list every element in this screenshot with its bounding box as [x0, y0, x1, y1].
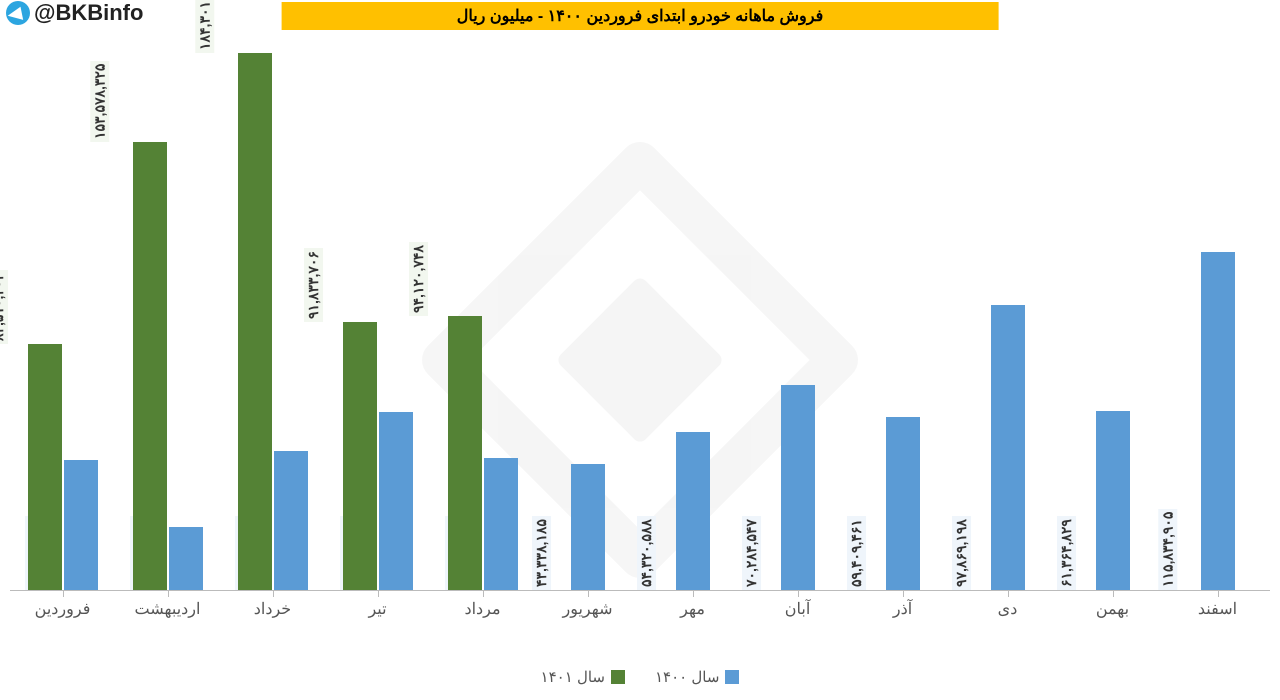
bar-1400: ۴۵,۱۱۶,۲۳۸ — [484, 36, 518, 590]
bar-1401: ۱۵۳,۵۷۸,۳۲۵ — [133, 142, 167, 590]
x-tick: اسفند — [1165, 591, 1270, 650]
bar-label: ۹۷,۸۶۹,۱۹۸ — [952, 516, 971, 590]
x-tick: خرداد — [220, 591, 325, 650]
x-tick: دی — [955, 591, 1060, 650]
chart-title: فروش ماهانه خودرو ابتدای فروردین ۱۴۰۰ - … — [282, 2, 999, 30]
month-group: ۲۱,۴۸۲,۵۷۳۱۵۳,۵۷۸,۳۲۵ — [115, 36, 220, 590]
month-group: ۹۷,۸۶۹,۱۹۸ — [955, 36, 1060, 590]
bar-1400: ۵۴,۳۲۰,۵۸۸ — [676, 36, 710, 590]
bar-1401: ۱۸۴,۳۰۱,۵۴۵ — [238, 53, 272, 590]
bar-label: ۵۴,۳۲۰,۵۸۸ — [637, 516, 656, 590]
x-tick: فروردین — [10, 591, 115, 650]
bar-1400: ۶۱,۳۶۴,۸۲۹ — [1096, 36, 1130, 590]
legend-swatch — [725, 670, 739, 684]
month-label: خرداد — [220, 599, 325, 619]
month-group: ۵۹,۴۰۹,۴۶۱ — [850, 36, 955, 590]
bar-label: ۱۸۴,۳۰۱,۵۴۵ — [195, 0, 214, 53]
x-tick: آذر — [850, 591, 955, 650]
month-group: ۵۴,۳۲۰,۵۸۸ — [640, 36, 745, 590]
bar-1400: ۵۹,۴۰۹,۴۶۱ — [886, 36, 920, 590]
bar-label: ۵۹,۴۰۹,۴۶۱ — [847, 516, 866, 590]
bar-label: ۷۰,۲۸۴,۵۴۷ — [742, 516, 761, 590]
x-tick: شهریور — [535, 591, 640, 650]
month-label: اسفند — [1165, 599, 1270, 619]
bar-1401: ۸۴,۵۱۰,۴۰۴ — [28, 344, 62, 590]
month-label: مهر — [640, 599, 745, 619]
bar-label: ۸۴,۵۱۰,۴۰۴ — [0, 270, 8, 344]
month-label: اردیبهشت — [115, 599, 220, 619]
x-tick: مرداد — [430, 591, 535, 650]
x-tick: بهمن — [1060, 591, 1165, 650]
month-label: بهمن — [1060, 599, 1165, 619]
x-tick: آبان — [745, 591, 850, 650]
bar-1400: ۱۱۵,۸۳۴,۹۰۵ — [1201, 36, 1235, 590]
month-label: دی — [955, 599, 1060, 619]
month-label: مرداد — [430, 599, 535, 619]
bar-label: ۹۱,۸۳۳,۷۰۶ — [304, 248, 323, 322]
bar-1400: ۴۷,۷۴۹,۶۷۸ — [274, 36, 308, 590]
bar-label: ۶۱,۳۶۴,۸۲۹ — [1057, 516, 1076, 590]
bar-1401: ۹۴,۱۲۰,۷۴۸ — [448, 316, 482, 590]
x-tick: اردیبهشت — [115, 591, 220, 650]
bar-label: ۹۴,۱۲۰,۷۴۸ — [409, 242, 428, 316]
x-tick: تیر — [325, 591, 430, 650]
month-group: ۱۱۵,۸۳۴,۹۰۵ — [1165, 36, 1270, 590]
handle-text: @BKBinfo — [34, 0, 143, 26]
bar-1401: ۹۱,۸۳۳,۷۰۶ — [343, 322, 377, 590]
month-group: ۴۵,۱۱۶,۲۳۸۹۴,۱۲۰,۷۴۸ — [430, 36, 535, 590]
legend-label: سال ۱۴۰۰ — [655, 668, 719, 686]
x-axis: فروردیناردیبهشتخردادتیرمردادشهریورمهرآبا… — [10, 590, 1270, 650]
month-label: شهریور — [535, 599, 640, 619]
month-group: ۶۱,۳۶۴,۸۲۹ — [1060, 36, 1165, 590]
legend-item-1401: سال ۱۴۰۱ — [541, 668, 625, 686]
bar-1400: ۷۰,۲۸۴,۵۴۷ — [781, 36, 815, 590]
bar-label: ۱۱۵,۸۳۴,۹۰۵ — [1158, 509, 1177, 590]
month-group: ۷۰,۲۸۴,۵۴۷ — [745, 36, 850, 590]
bar-chart: ۴۴,۷۳۱,۶۹۴۸۴,۵۱۰,۴۰۴۲۱,۴۸۲,۵۷۳۱۵۳,۵۷۸,۳۲… — [10, 36, 1270, 650]
source-handle: @BKBinfo — [6, 0, 143, 26]
month-label: فروردین — [10, 599, 115, 619]
month-label: آبان — [745, 599, 850, 619]
legend: سال ۱۴۰۰ سال ۱۴۰۱ — [0, 668, 1280, 686]
bar-1400: ۹۷,۸۶۹,۱۹۸ — [991, 36, 1025, 590]
bar-1400: ۴۳,۳۳۸,۱۸۵ — [571, 36, 605, 590]
telegram-icon — [6, 1, 30, 25]
legend-label: سال ۱۴۰۱ — [541, 668, 605, 686]
month-group: ۴۳,۳۳۸,۱۸۵ — [535, 36, 640, 590]
bar-1400: ۲۱,۴۸۲,۵۷۳ — [169, 36, 203, 590]
bar-label: ۴۳,۳۳۸,۱۸۵ — [532, 516, 551, 590]
month-label: تیر — [325, 599, 430, 619]
month-label: آذر — [850, 599, 955, 619]
bar-1400: ۶۰,۹۱۴,۵۱۴ — [379, 36, 413, 590]
legend-item-1400: سال ۱۴۰۰ — [655, 668, 739, 686]
bar-label: ۱۵۳,۵۷۸,۳۲۵ — [90, 61, 109, 142]
x-tick: مهر — [640, 591, 745, 650]
legend-swatch — [611, 670, 625, 684]
plot-area: ۴۴,۷۳۱,۶۹۴۸۴,۵۱۰,۴۰۴۲۱,۴۸۲,۵۷۳۱۵۳,۵۷۸,۳۲… — [10, 36, 1270, 590]
